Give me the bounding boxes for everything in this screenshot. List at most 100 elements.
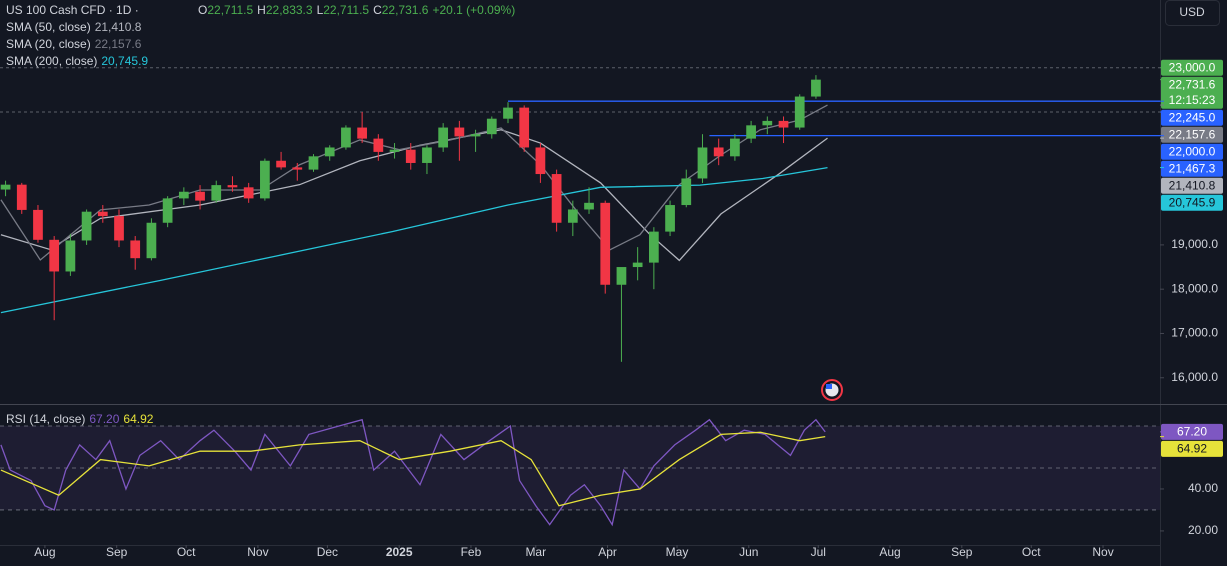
- price-badge: [1161, 109, 1223, 126]
- indicator-line: [0, 129, 828, 262]
- x-tick-label: Dec: [317, 545, 338, 559]
- candle-body: [162, 198, 173, 223]
- ohlc-legend: O22,711.5 H22,833.3 L22,711.5 C22,731.6 +20.…: [198, 3, 515, 17]
- candle-body: [195, 191, 205, 201]
- candle-body: [114, 216, 124, 241]
- candle-body: [648, 231, 659, 263]
- candle-body: [81, 211, 92, 241]
- rsi-legend: RSI (14, close) 67.20 64.92: [6, 412, 154, 426]
- candle-body: [762, 120, 773, 126]
- x-tick-label: Apr: [598, 545, 617, 559]
- candle-body: [794, 96, 805, 128]
- ohlc-key: O: [198, 3, 207, 17]
- x-tick-label: Sep: [951, 545, 973, 559]
- event-flag-canton: [826, 384, 832, 389]
- x-tick-label: Oct: [177, 545, 196, 559]
- ohlc-key: L: [317, 3, 324, 17]
- candle-body: [713, 147, 724, 157]
- candle-body: [341, 127, 351, 148]
- candle-body: [470, 134, 481, 137]
- price-badge: [1161, 126, 1223, 143]
- x-tick-label: Jun: [739, 545, 758, 559]
- candle-body: [292, 167, 303, 170]
- candle-body: [746, 125, 756, 139]
- candle-body: [486, 118, 497, 135]
- candle-body: [227, 185, 238, 188]
- ohlc-key: H: [257, 3, 266, 17]
- candle-body: [616, 267, 627, 285]
- candle-body: [681, 178, 692, 206]
- x-tick-label: Oct: [1022, 545, 1041, 559]
- badge-label: 64.92: [1177, 442, 1207, 456]
- x-tick-label: Mar: [525, 545, 546, 559]
- indicator-legend: SMA (20, close) 22,157.6: [6, 37, 142, 51]
- candle-body: [535, 147, 546, 175]
- candle-body: [811, 79, 821, 97]
- legend-value: 21,410.8: [95, 20, 142, 34]
- indicator-legend: SMA (50, close) 21,410.8: [6, 20, 142, 34]
- x-tick-label: Nov: [1092, 545, 1113, 559]
- candle-body: [438, 127, 449, 148]
- candle-body: [551, 174, 562, 223]
- candle-body: [33, 209, 43, 240]
- candle-body: [567, 209, 578, 223]
- badge-label: 22,245.0: [1169, 110, 1216, 124]
- legend-value: 64.92: [123, 412, 153, 426]
- legend-name: RSI (14, close): [6, 412, 85, 426]
- candle-body: [519, 107, 530, 148]
- badge-label: 23,000.0: [1169, 60, 1216, 74]
- ohlc-value: 22,711.5: [207, 3, 253, 17]
- candle-body: [389, 149, 400, 152]
- price-badge: [1161, 143, 1223, 160]
- candle-body: [146, 222, 157, 259]
- legend-name: SMA (200, close): [6, 54, 97, 68]
- price-badge: [1161, 177, 1223, 194]
- badge-label: 21,410.8: [1169, 178, 1216, 192]
- countdown: 12:15:23: [1169, 93, 1216, 107]
- event-icon[interactable]: [821, 379, 843, 401]
- badge-label: 21,467.3: [1169, 161, 1216, 175]
- candle-body: [178, 191, 189, 199]
- currency-button[interactable]: [1165, 0, 1220, 26]
- candle-body: [308, 156, 319, 170]
- ohlc-value: 22,711.5: [323, 3, 369, 17]
- candle-body: [211, 185, 222, 201]
- indicator-line: [0, 166, 828, 314]
- legend-value: 67.20: [89, 412, 119, 426]
- candle-body: [730, 138, 740, 157]
- candle-body: [600, 202, 611, 285]
- candle-body: [632, 262, 643, 268]
- y-tick-label: 18,000.0: [1171, 281, 1218, 295]
- y-tick-label: 40.00: [1188, 481, 1218, 495]
- legend-name: SMA (50, close): [6, 20, 91, 34]
- price-badge: [1161, 59, 1223, 76]
- candle-body: [324, 147, 335, 157]
- indicator-line: [0, 418, 826, 527]
- price-badge: [1161, 423, 1223, 440]
- badge-label: 20,745.9: [1169, 195, 1216, 209]
- candle-body: [276, 160, 286, 168]
- x-tick-label: Aug: [879, 545, 900, 559]
- candle-body: [503, 107, 513, 119]
- indicator-line: [0, 431, 826, 507]
- badge-label: 67.20: [1177, 425, 1207, 439]
- symbol-title: US 100 Cash CFD · 1D ·: [6, 3, 139, 17]
- candle-body: [665, 205, 675, 232]
- x-tick-label: Aug: [34, 545, 55, 559]
- ohlc-value: 22,731.6: [382, 3, 429, 17]
- candle-body: [65, 240, 76, 272]
- candle-body: [357, 127, 367, 139]
- currency[interactable]: USD: [1179, 5, 1205, 19]
- x-tick-label: Sep: [106, 545, 128, 559]
- x-tick-label: Nov: [247, 545, 268, 559]
- price-badge: [1161, 76, 1223, 109]
- candle-body: [697, 147, 708, 179]
- price-badge: [1161, 440, 1223, 457]
- candle-body: [0, 184, 11, 190]
- y-tick-label: 16,000.0: [1171, 370, 1218, 384]
- candle-body: [584, 202, 594, 210]
- badge-label: 22,000.0: [1169, 144, 1216, 158]
- badge-label: 22,731.6: [1169, 77, 1216, 91]
- price-badge: [1161, 160, 1223, 177]
